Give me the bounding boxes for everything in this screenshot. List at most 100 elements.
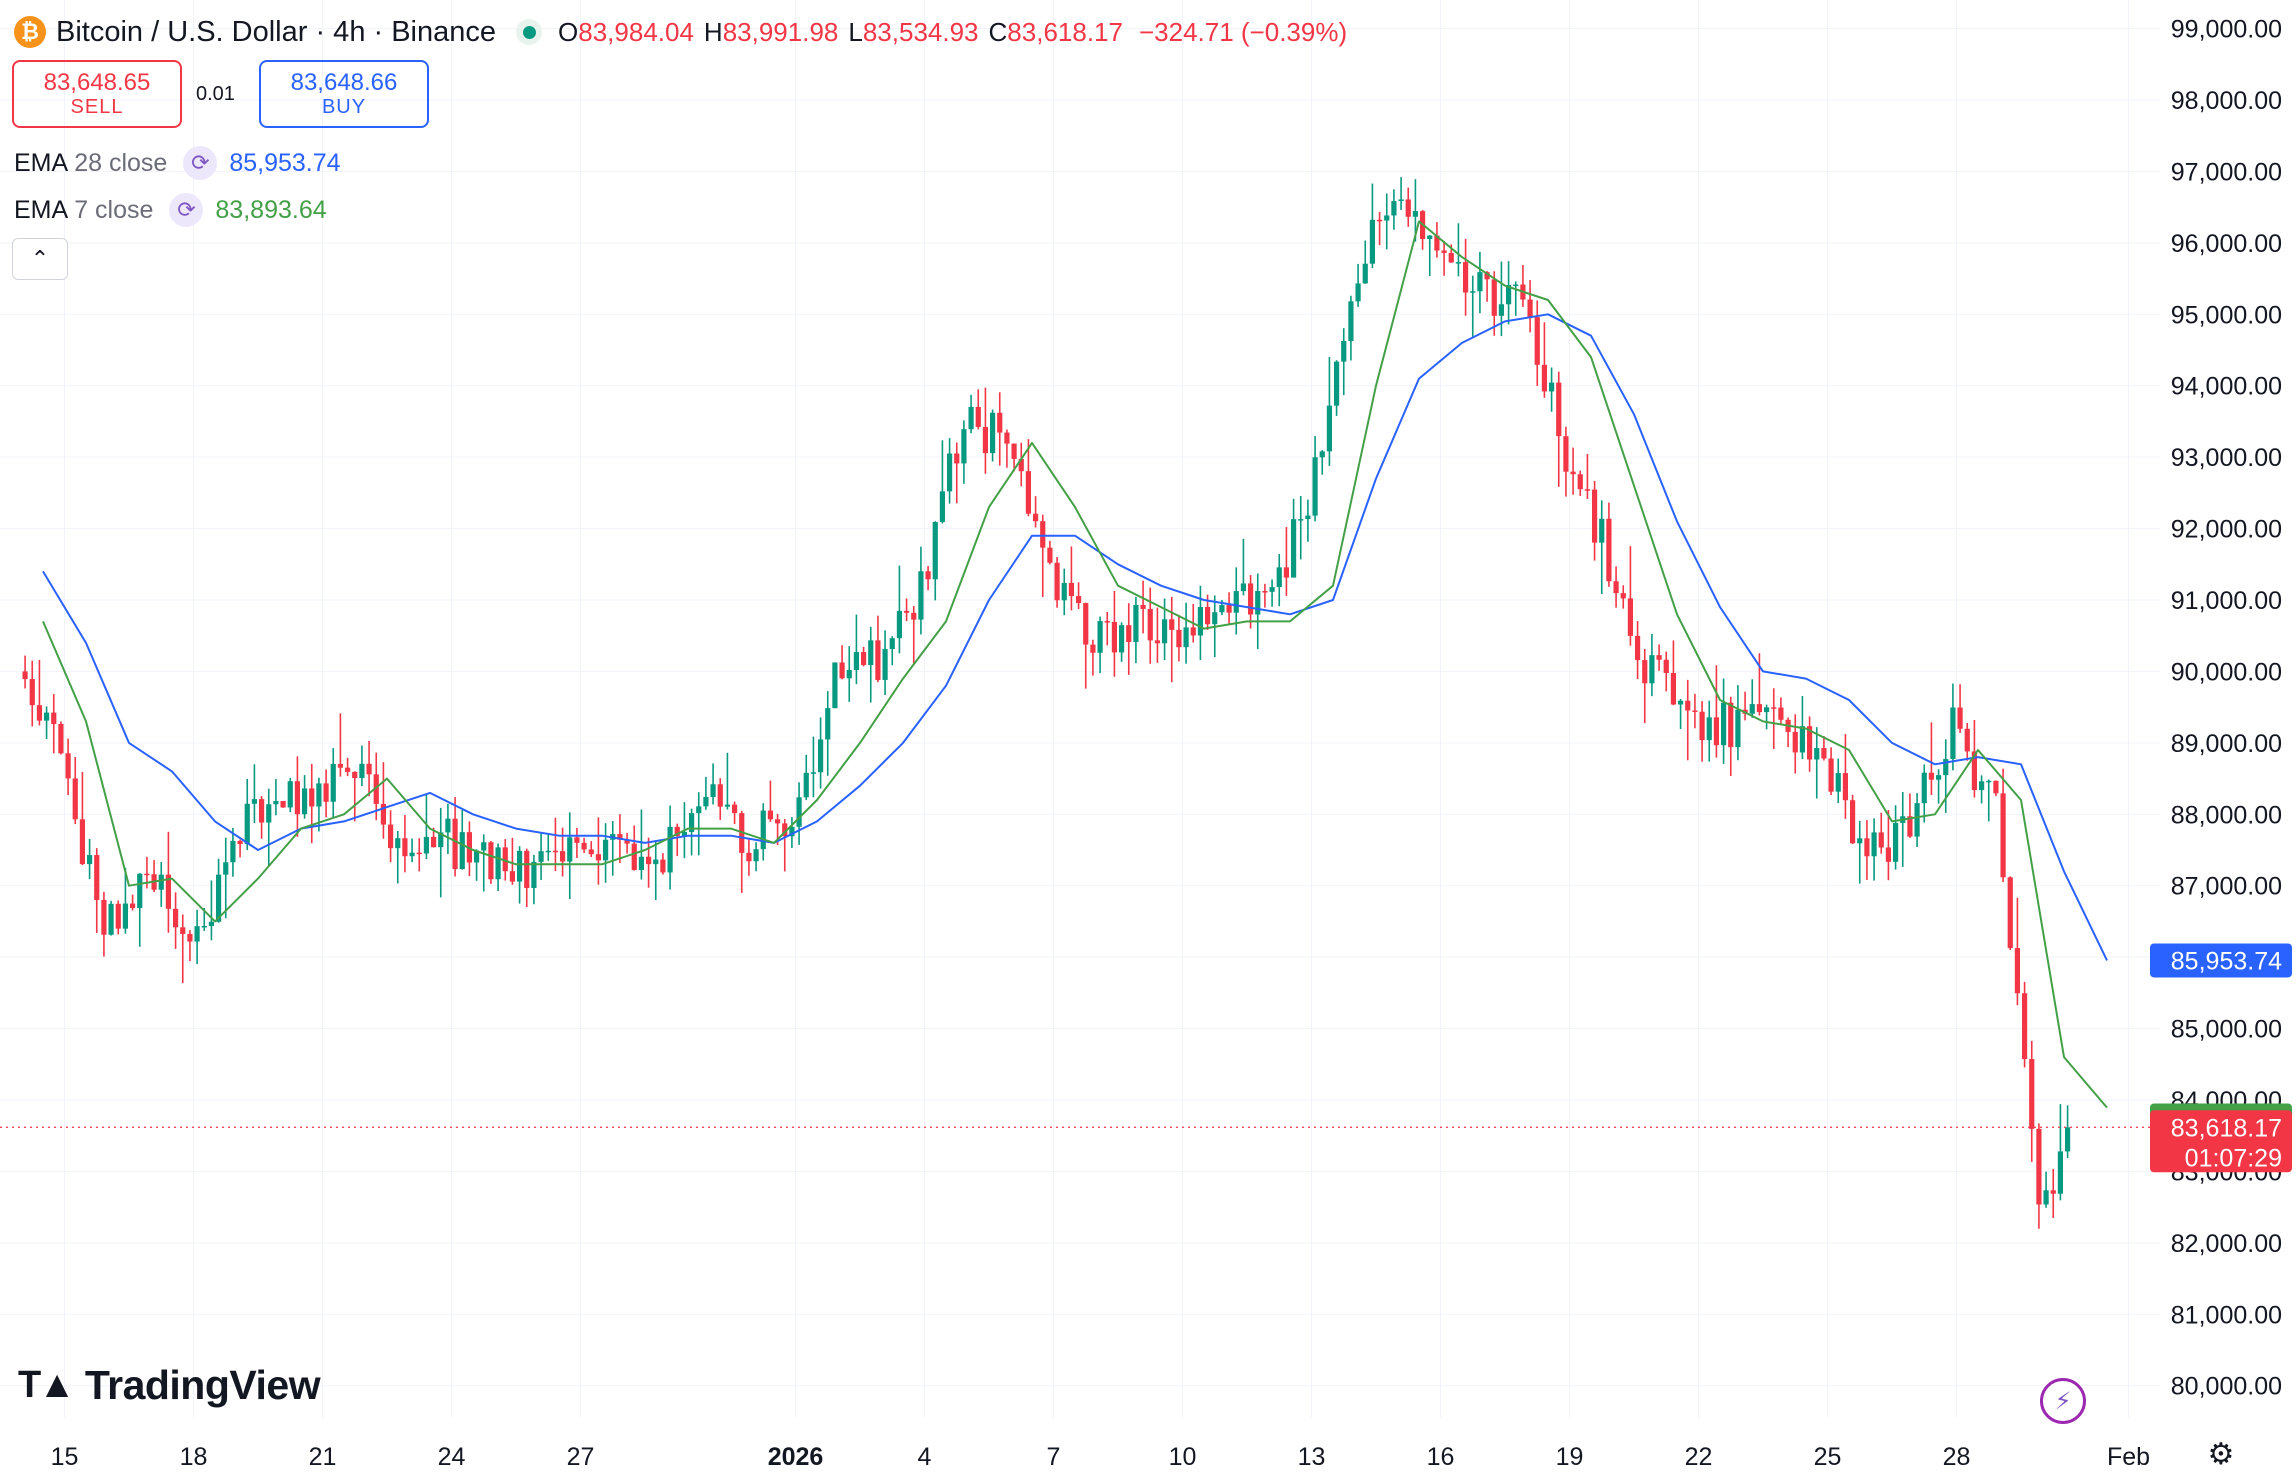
candle-body — [79, 819, 86, 865]
refresh-icon[interactable]: ⟳ — [169, 193, 204, 227]
candle-body — [309, 788, 315, 807]
candle-body — [108, 903, 114, 935]
ohlc-high: H83,991.98 — [704, 17, 838, 48]
candle-body — [1391, 201, 1397, 216]
price-tick-label: 80,000.00 — [2171, 1373, 2282, 1401]
candle-body — [366, 763, 372, 775]
candle-body — [122, 903, 129, 929]
candle-body — [1763, 707, 1770, 713]
candle-body — [323, 783, 329, 802]
candle-body — [1613, 581, 1619, 594]
tradingview-mark-icon: T▲ — [18, 1363, 76, 1406]
candle-body — [352, 771, 358, 779]
candle-body — [595, 854, 602, 861]
candle-body — [746, 852, 752, 862]
indicator-name: EMA — [14, 195, 69, 224]
candle-body — [1412, 211, 1419, 217]
price-tick-label: 97,000.00 — [2171, 158, 2282, 186]
candle-body — [581, 842, 587, 850]
candle-body — [94, 855, 100, 900]
candle-body — [344, 767, 351, 772]
ohlc-open: O83,984.04 — [558, 17, 694, 48]
time-tick-label: 28 — [1943, 1443, 1971, 1471]
candle-body — [1032, 513, 1039, 522]
candle-body — [638, 856, 645, 871]
candle-body — [782, 823, 788, 837]
candle-body — [753, 849, 759, 862]
candle-body — [1771, 707, 1777, 709]
candle-body — [882, 649, 888, 680]
candle-body — [237, 840, 243, 845]
candle-body — [1233, 591, 1239, 613]
candle-body — [538, 851, 544, 862]
candle-body — [1857, 838, 1863, 844]
candle-body — [803, 772, 809, 798]
candle-body — [1864, 838, 1870, 857]
candle-body — [1470, 291, 1476, 293]
candle-body — [1620, 593, 1626, 599]
candle-body — [839, 662, 845, 679]
open-value: 83,984.04 — [578, 16, 694, 47]
refresh-icon[interactable]: ⟳ — [183, 146, 218, 180]
candle-body — [1563, 436, 1569, 472]
lightning-icon[interactable]: ⚡ — [2040, 1378, 2086, 1424]
candle-body — [961, 429, 967, 464]
candle-body — [1441, 250, 1447, 253]
candle-body — [1075, 596, 1082, 604]
candle-body — [1226, 605, 1232, 613]
tradingview-logo[interactable]: T▲ TradingView — [18, 1360, 321, 1410]
candle-body — [1541, 364, 1548, 392]
candle-body — [896, 610, 903, 639]
symbol-title[interactable]: Bitcoin / U.S. Dollar · 4h · Binance — [56, 15, 497, 48]
candle-body — [731, 804, 738, 814]
candle-body — [387, 824, 394, 849]
candle-body — [1004, 432, 1010, 444]
candle-body — [43, 712, 50, 721]
indicator-ema28[interactable]: EMA 28 close ⟳ 85,953.74 — [14, 143, 341, 183]
candle-body — [129, 903, 136, 908]
candle-body — [911, 612, 917, 620]
candle-body — [1283, 567, 1290, 578]
settings-gear-icon[interactable]: ⚙ — [2207, 1437, 2235, 1471]
candle-body — [1606, 518, 1612, 582]
price-tick-label: 88,000.00 — [2171, 801, 2282, 829]
candle-body — [1670, 672, 1677, 705]
candle-body — [1140, 604, 1146, 609]
candle-body — [1477, 272, 1483, 292]
price-tick-label: 96,000.00 — [2171, 230, 2282, 258]
candle-body — [473, 850, 480, 863]
time-tick-label: 21 — [309, 1443, 337, 1471]
indicator-ema7[interactable]: EMA 7 close ⟳ 83,893.64 — [14, 190, 327, 230]
candle-body — [1964, 728, 1970, 752]
candle-body — [258, 799, 265, 823]
candle-body — [1312, 457, 1318, 516]
candle-body — [1133, 604, 1139, 642]
price-tick-label: 90,000.00 — [2171, 658, 2282, 686]
candle-body — [58, 723, 64, 754]
sell-button[interactable]: 83,648.65 SELL — [12, 60, 182, 128]
candle-body — [552, 850, 559, 853]
candle-body — [1527, 299, 1533, 318]
candle-body — [602, 839, 609, 861]
price-axis[interactable]: 80,000.0081,000.0082,000.0083,000.0084,0… — [2171, 16, 2282, 1401]
candle-body — [1398, 199, 1404, 202]
time-axis[interactable]: 15 18 21 24 27 2026 4 7 10 13 16 19 22 25 28 Feb — [51, 1443, 2150, 1471]
candle-body — [789, 826, 795, 837]
candle-body — [989, 412, 996, 454]
candle-body — [559, 851, 566, 862]
last-price-tag-bg — [2150, 1110, 2292, 1173]
candle-body — [2029, 1059, 2035, 1129]
candle-body — [1649, 655, 1655, 684]
candle-body — [832, 662, 838, 709]
candle-body — [65, 753, 71, 779]
candle-body — [774, 819, 781, 824]
candle-body — [1978, 781, 1985, 791]
low-value: 83,534.93 — [862, 16, 979, 47]
buy-button[interactable]: 83,648.66 BUY — [259, 60, 429, 128]
candle-body — [101, 899, 107, 935]
time-tick-label: 4 — [918, 1443, 932, 1471]
candle-body — [51, 712, 57, 724]
collapse-indicators-button[interactable]: ⌃ — [12, 238, 68, 280]
candle-body — [617, 834, 623, 840]
